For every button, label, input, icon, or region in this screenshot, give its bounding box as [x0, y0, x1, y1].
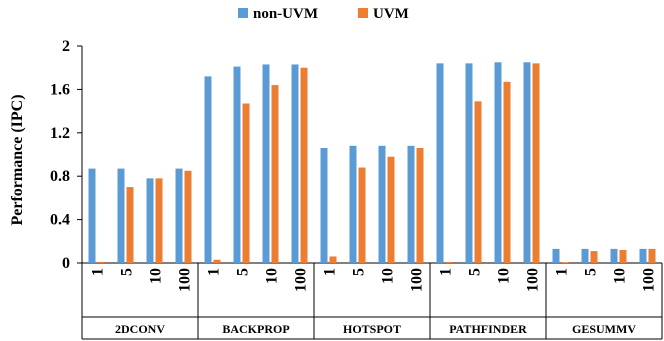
subcategory-label: 1: [554, 268, 571, 276]
subcategory-label: 5: [351, 268, 368, 276]
bar-non-uvm-pathfinder-10: [494, 62, 502, 264]
bar-uvm-2dconv-100: [184, 170, 192, 263]
subcategory-label: 1: [90, 268, 107, 276]
bar-uvm-backprop-5: [242, 103, 250, 263]
bar-non-uvm-backprop-100: [291, 64, 299, 263]
subcategory-label: 1: [322, 268, 339, 276]
subcategory-label: 1: [438, 268, 455, 276]
bar-non-uvm-gesummv-5: [581, 248, 589, 263]
bar-uvm-gesummv-10: [619, 249, 627, 263]
bar-uvm-2dconv-5: [126, 187, 134, 263]
bar-non-uvm-backprop-1: [204, 76, 212, 263]
bar-uvm-backprop-1: [213, 259, 221, 263]
bar-uvm-hotspot-10: [387, 156, 395, 263]
subcategory-label: 10: [148, 268, 165, 284]
bar-uvm-backprop-10: [271, 85, 279, 263]
y-tick-label: 1.6: [50, 81, 70, 98]
subcategory-label: 100: [409, 268, 426, 292]
bar-non-uvm-2dconv-10: [146, 178, 154, 263]
bar-uvm-2dconv-10: [155, 178, 163, 263]
subcategory-label: 10: [496, 268, 513, 284]
bar-uvm-pathfinder-10: [503, 81, 511, 264]
subcategory-label: 100: [525, 268, 542, 292]
bar-uvm-hotspot-5: [358, 167, 366, 263]
y-tick-labels: 0 0.4 0.8 1.2 1.6 2: [50, 38, 82, 272]
bar-uvm-gesummv-5: [590, 251, 598, 263]
group-label: HOTSPOT: [343, 322, 401, 336]
bar-non-uvm-gesummv-100: [639, 248, 647, 263]
bar-non-uvm-pathfinder-1: [436, 63, 444, 263]
group-label: GESUMMV: [572, 322, 636, 336]
group-label: BACKPROP: [222, 322, 289, 336]
bar-uvm-pathfinder-1: [445, 261, 453, 263]
legend-swatch-uvm: [358, 8, 368, 18]
bar-uvm-pathfinder-100: [532, 63, 540, 263]
bar-non-uvm-backprop-5: [233, 66, 241, 264]
y-tick-label: 1.2: [50, 125, 70, 142]
subcategory-label: 10: [264, 268, 281, 284]
bar-uvm-2dconv-1: [97, 261, 105, 263]
bar-non-uvm-2dconv-5: [117, 168, 125, 263]
subcategory-label: 100: [641, 268, 658, 292]
y-tick-label: 0.8: [50, 168, 70, 185]
bar-uvm-gesummv-100: [648, 248, 656, 263]
bar-non-uvm-hotspot-100: [407, 145, 415, 263]
bar-non-uvm-hotspot-5: [349, 145, 357, 263]
group-label: PATHFINDER: [449, 322, 527, 336]
bar-non-uvm-2dconv-1: [88, 168, 96, 263]
bar-uvm-hotspot-100: [416, 147, 424, 263]
bar-non-uvm-hotspot-1: [320, 147, 328, 263]
legend-label-non-uvm: non-UVM: [253, 6, 318, 22]
subcategory-label: 100: [293, 268, 310, 292]
bar-non-uvm-backprop-10: [262, 64, 270, 263]
bar-non-uvm-gesummv-10: [610, 248, 618, 263]
y-axis-label: Performance (IPC): [9, 94, 26, 225]
group-label: 2DCONV: [115, 322, 165, 336]
subcategory-label: 5: [583, 268, 600, 276]
legend-label-uvm: UVM: [373, 6, 409, 22]
subcategory-label: 5: [119, 268, 136, 276]
subcategory-label: 10: [380, 268, 397, 284]
y-tick-label: 2: [62, 38, 70, 55]
bar-uvm-backprop-100: [300, 67, 308, 263]
subcategory-label: 5: [235, 268, 252, 276]
bar-non-uvm-pathfinder-100: [523, 62, 531, 264]
bar-non-uvm-hotspot-10: [378, 145, 386, 263]
subcategory-label: 10: [612, 268, 629, 284]
bar-non-uvm-pathfinder-5: [465, 63, 473, 263]
plot-area: 1 5 10 100 2DCONV 1 5 10 100 BACKPROP 1 5 10 100 HOTSP…: [81, 46, 663, 340]
bar-uvm-pathfinder-5: [474, 101, 482, 264]
subcategory-label: 5: [467, 268, 484, 276]
y-tick-label: 0.4: [50, 212, 70, 229]
bar-non-uvm-2dconv-100: [175, 168, 183, 263]
y-tick-label: 0: [62, 255, 70, 272]
subcategory-label: 100: [177, 268, 194, 292]
legend: non-UVM UVM: [238, 6, 409, 22]
bar-non-uvm-gesummv-1: [552, 248, 560, 263]
bar-uvm-hotspot-1: [329, 256, 337, 263]
bar-uvm-gesummv-1: [561, 262, 569, 263]
subcategory-label: 1: [206, 268, 223, 276]
legend-swatch-non-uvm: [238, 8, 248, 18]
